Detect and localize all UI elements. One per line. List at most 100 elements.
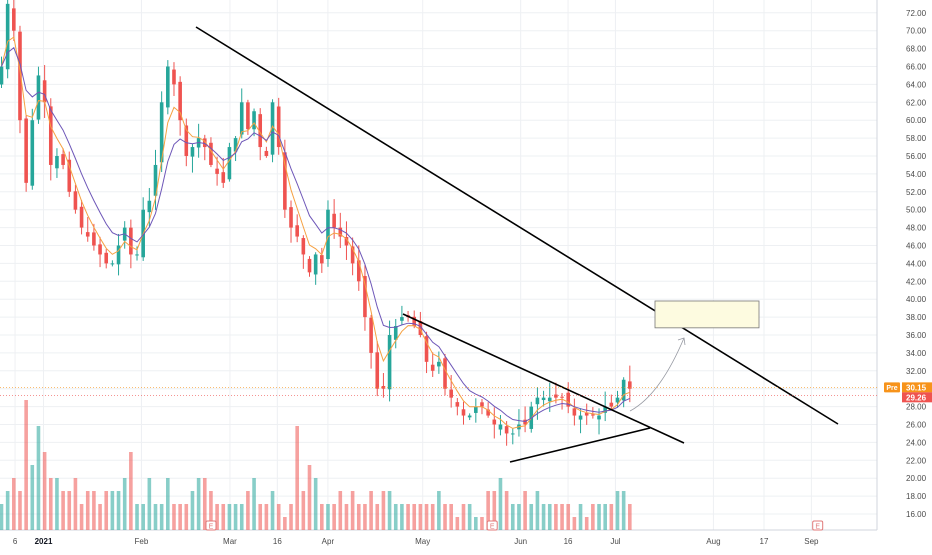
volume-bar [566,504,571,530]
volume-bar [332,504,336,530]
candle-body [5,3,10,70]
volume-bar [381,491,386,530]
volume-bar [437,491,441,530]
candle-body [492,419,497,425]
candle-body [252,111,256,130]
x-tick-label: Apr [322,537,335,546]
candle-body [246,102,250,130]
ema-fast-line [1,36,630,429]
candle-body [258,114,263,148]
candle-body [301,238,306,255]
candle-body [449,389,453,398]
earnings-marker-box [486,520,498,531]
volume-bar [246,491,250,530]
volume-bar [239,504,244,530]
ema-slow-line [1,46,631,423]
y-tick-label: 34.00 [906,349,927,358]
volume-bar [79,504,84,530]
volume-bar [215,504,219,530]
pre-price-tag [902,382,932,393]
volume-bar [153,504,158,530]
candle-body [535,397,540,405]
x-tick-label: May [415,537,430,546]
volume-bar [455,517,460,530]
candle-body [0,66,4,85]
candle-body [609,402,614,407]
candle-body [215,168,219,174]
candle-body [504,426,509,434]
y-tick-label: 50.00 [906,206,927,215]
candle-body [584,412,589,416]
candle-body [48,106,53,165]
candle-body [276,106,281,148]
volume-bar [326,504,330,530]
resistance-trendline [195,26,839,425]
candle-body [135,254,139,256]
volume-bar [104,491,109,530]
volume-bar [510,504,515,530]
candle-body [578,415,583,420]
candle-body [356,260,361,282]
y-tick-label: 18.00 [906,492,927,501]
candle-body [129,227,133,255]
y-tick-label: 32.00 [906,367,927,376]
volume-bar [356,504,361,530]
candle-body [381,386,386,389]
volume-bar [584,517,589,530]
volume-bar [313,478,318,530]
candle-body [338,227,343,237]
volume-bar [609,504,614,530]
x-tick-label: 16 [273,537,282,546]
candle-body [264,150,269,156]
candle-body [233,138,238,152]
volume-bar [61,491,65,530]
y-tick-label: 56.00 [906,152,927,161]
candle-body [523,419,527,425]
y-tick-label: 26.00 [906,421,927,430]
volume-bar [48,478,53,530]
candle-body [239,102,244,135]
volume-bar [554,504,558,530]
trendlines [0,26,877,463]
candle-body [486,409,490,416]
volume-bar [474,517,478,530]
candle-body [98,244,102,255]
pre-price-value: 30.15 [906,383,927,392]
volume-bar [98,504,102,530]
volume-bar [166,478,170,530]
candle-body [430,364,435,371]
volume-bar [387,491,392,530]
volume-bar [547,504,552,530]
candle-body [270,102,275,155]
volume-bar [418,504,423,530]
y-tick-label: 48.00 [906,224,927,233]
y-tick-label: 68.00 [906,45,927,54]
volume-bar [0,504,4,530]
volume-bar [202,478,207,530]
y-tick-label: 22.00 [906,456,927,465]
volume-bar [116,491,121,530]
candle-body [147,200,152,213]
candle-body [18,31,22,121]
candle-body [461,409,466,416]
candle-body [166,66,170,108]
y-tick-label: 70.00 [906,27,927,36]
volume-bar [504,491,509,530]
earnings-marker-box [205,520,217,531]
earnings-marker-label: E [490,524,495,531]
x-tick-label: 16 [564,537,573,546]
pre-badge [884,382,900,393]
candle-body [628,381,632,389]
volume-bar [36,426,41,530]
candle-body [12,8,16,31]
volume-bar [412,504,417,530]
wedge-lower-line [509,427,651,463]
candle-body [554,394,558,398]
volume-bar [196,478,201,530]
candle-body [79,206,84,228]
candle-body [283,152,287,210]
candle-body [375,352,380,389]
volume-bar [12,478,16,530]
